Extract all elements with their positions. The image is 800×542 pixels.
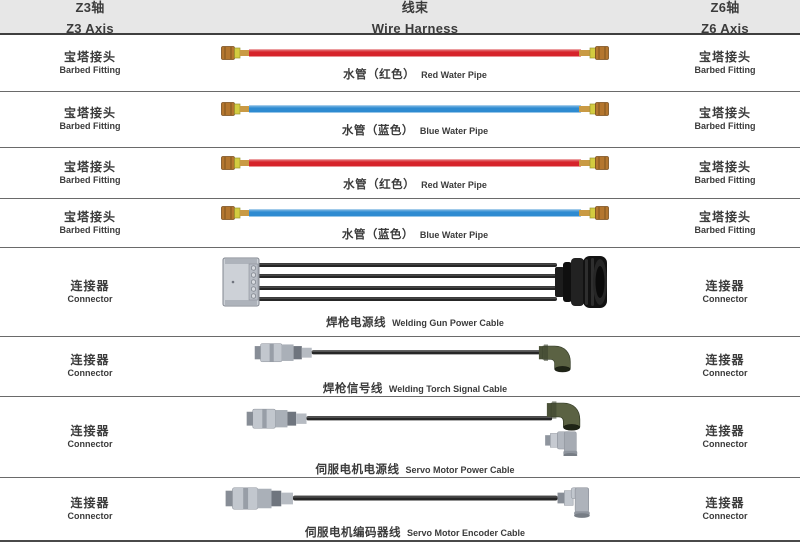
table-row-red-water-pipe-2: 宝塔接头 Barbed Fitting 水管（红色） Red Water Pi: [0, 148, 800, 199]
red-water-pipe-cell: 水管（红色） Red Water Pipe: [180, 35, 650, 91]
table-row-blue-water-pipe-1: 宝塔接头 Barbed Fitting 水管（蓝色） Blue Water P: [0, 92, 800, 148]
servo-motor-encoder-cable-cell: 伺服电机编码器线 Servo Motor Encoder Cable: [180, 478, 650, 540]
connector-label-right: 连接器 Connector: [702, 278, 748, 304]
header-harness-en: Wire Harness: [371, 21, 459, 36]
welding-gun-power-cable-cell: 焊枪电源线 Welding Gun Power Cable: [180, 248, 650, 336]
barbed-fitting-label-left: 宝塔接头 Barbed Fitting: [59, 106, 121, 132]
table-row-servo-motor-encoder-cable: 连接器 Connector: [0, 478, 800, 542]
barbed-fitting-label-left: 宝塔接头 Barbed Fitting: [59, 209, 121, 235]
barbed-fitting-label-right: 宝塔接头 Barbed Fitting: [694, 209, 756, 235]
connector-label-right: 连接器 Connector: [702, 353, 748, 379]
connector-label-left: 连接器 Connector: [67, 278, 113, 304]
table-row-welding-gun-power-cable: 连接器 Connector: [0, 248, 800, 337]
connector-label-left: 连接器 Connector: [67, 495, 113, 521]
red-water-pipe-graphic: [221, 155, 609, 170]
barbed-fitting-label-right: 宝塔接头 Barbed Fitting: [694, 159, 756, 185]
blue-water-pipe-label: 水管（蓝色） Blue Water Pipe: [341, 228, 489, 241]
red-water-pipe-label: 水管（红色） Red Water Pipe: [343, 178, 487, 191]
connector-label-right: 连接器 Connector: [702, 423, 748, 449]
welding-gun-power-cable-label: 焊枪电源线 Welding Gun Power Cable: [326, 316, 504, 329]
welding-torch-signal-cable-label: 焊枪信号线 Welding Torch Signal Cable: [322, 383, 508, 395]
blue-water-pipe-graphic: [221, 102, 609, 116]
connector-label-left: 连接器 Connector: [67, 423, 113, 449]
barbed-fitting-label-left: 宝塔接头 Barbed Fitting: [59, 49, 121, 75]
red-water-pipe-label: 水管（红色） Red Water Pipe: [343, 68, 487, 81]
blue-water-pipe-cell: 水管（蓝色） Blue Water Pipe: [180, 199, 650, 247]
red-water-pipe-cell: 水管（红色） Red Water Pipe: [180, 148, 650, 198]
header-wire-harness: 线束 Wire Harness: [180, 0, 650, 36]
header-z3-en: Z3 Axis: [66, 21, 114, 36]
header-z6-axis: Z6轴 Z6 Axis: [650, 0, 800, 36]
table-row-red-water-pipe-1: 宝塔接头 Barbed Fitting 水管（红色） Red Water Pi: [0, 35, 800, 92]
welding-torch-signal-cable-graphic: [254, 343, 571, 373]
header-z3-axis: Z3轴 Z3 Axis: [0, 0, 180, 36]
barbed-fitting-label-right: 宝塔接头 Barbed Fitting: [694, 49, 756, 75]
header-harness-zh: 线束: [401, 0, 429, 15]
table-row-welding-torch-signal-cable: 连接器 Connector 焊枪信号线: [0, 337, 800, 397]
table-header: Z3轴 Z3 Axis 线束 Wire Harness Z6轴 Z6 Axis: [0, 0, 800, 36]
servo-motor-encoder-cable-graphic: [225, 487, 590, 518]
blue-water-pipe-cell: 水管（蓝色） Blue Water Pipe: [180, 92, 650, 147]
connector-label-left: 连接器 Connector: [67, 353, 113, 379]
header-z6-en: Z6 Axis: [701, 21, 749, 36]
barbed-fitting-label-right: 宝塔接头 Barbed Fitting: [694, 106, 756, 132]
welding-gun-power-cable-graphic: [222, 255, 607, 308]
header-z6-zh: Z6轴: [710, 0, 740, 15]
barbed-fitting-label-left: 宝塔接头 Barbed Fitting: [59, 159, 121, 185]
servo-motor-power-cable-graphic: [246, 401, 581, 456]
servo-motor-encoder-cable-label: 伺服电机编码器线 Servo Motor Encoder Cable: [304, 527, 526, 539]
welding-torch-signal-cable-cell: 焊枪信号线 Welding Torch Signal Cable: [180, 337, 650, 396]
connector-label-right: 连接器 Connector: [702, 495, 748, 521]
table-row-servo-motor-power-cable: 连接器 Connector: [0, 397, 800, 478]
servo-motor-power-cable-cell: 伺服电机电源线 Servo Motor Power Cable: [180, 397, 650, 477]
table-row-blue-water-pipe-2: 宝塔接头 Barbed Fitting 水管（蓝色） Blue Water P: [0, 199, 800, 248]
servo-motor-power-cable-label: 伺服电机电源线 Servo Motor Power Cable: [315, 464, 515, 476]
blue-water-pipe-label: 水管（蓝色） Blue Water Pipe: [341, 125, 489, 137]
red-water-pipe-graphic: [221, 45, 609, 60]
blue-water-pipe-graphic: [221, 205, 609, 220]
header-z3-zh: Z3轴: [75, 0, 105, 15]
